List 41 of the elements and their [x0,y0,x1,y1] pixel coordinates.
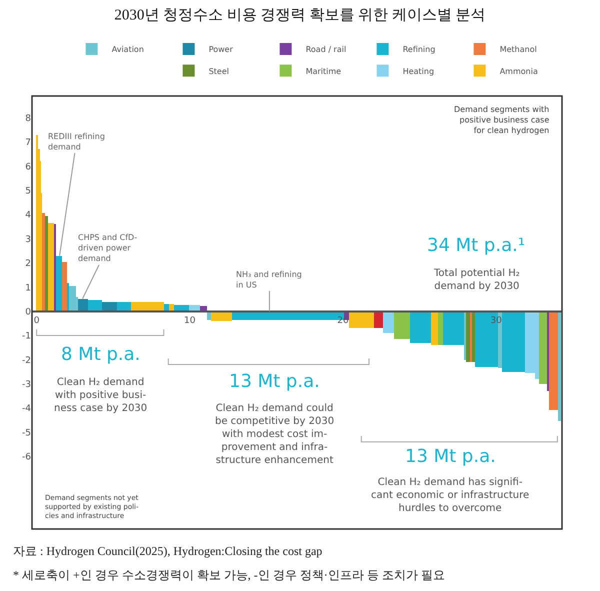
y-tick-label: 0 [25,307,32,318]
y-tick-label: 7 [25,138,31,148]
annotation: 8 Mt p.a. [61,344,140,365]
y-tick-label: 8 [25,114,32,124]
y-tick-label: 5 [25,186,31,196]
chart-title: 2030년 청정수소 비용 경쟁력 확보를 위한 케이스별 분석 [114,7,486,24]
annotation: Total potential H₂ demand by 2030 [433,268,520,292]
legend-label: Steel [208,66,229,76]
y-tick-label: 1 [25,283,31,294]
legend-label: Maritime [306,66,342,76]
annotation: Clean H₂ demand could be competitive by 2030 with modest cost im- provement and infra- structure enhancement [215,403,334,466]
x-tick-label: 10 [184,316,196,326]
legend-label: Aviation [112,45,144,54]
y-tick-label: -3 [22,380,31,390]
legend-label: Methanol [500,45,537,54]
annotation: Clean H₂ demand has signifi- cant economic or infrastructure hurdles to overcome [371,477,530,514]
annotation: Clean H₂ demand with positive busi- ness case by 2030 [54,377,148,414]
y-tick-label: -2 [22,356,31,366]
annotation: 13 Mt p.a. [229,371,320,392]
legend-label: Road / rail [306,45,346,54]
legend-label: Refining [402,45,436,54]
text: * 세로축이 +인 경우 수소경쟁력이 확보 가능, -인 경우 정책·인프라 등 조치가 필요 [13,568,445,582]
y-tick-label: -1 [22,332,31,342]
legend-label: Ammonia [500,66,538,76]
y-tick-label: 3 [25,234,31,245]
annotation: 34 Mt p.a.¹ [427,235,526,256]
y-tick-label: 4 [25,210,32,221]
legend-label: Power [208,45,234,54]
y-tick-label: -6 [22,452,32,463]
annotation: CHPS and CfD- driven power demand [78,233,138,263]
annotation: 13 Mt p.a. [405,446,496,467]
y-tick-label: -4 [22,404,32,414]
y-tick-label: 2 [25,259,31,270]
legend-label: Heating [402,66,434,76]
annotation: REDIII refining demand [48,132,105,152]
annotation: Demand segments with positive business case for clean hydrogen [454,105,550,135]
annotation: NH₃ and refining in US [236,270,302,290]
y-tick-label: -5 [22,428,31,438]
text: 자료 : Hydrogen Council(2025), Hydrogen:Closing the cost gap [13,544,322,558]
y-tick-label: 6 [25,162,32,172]
x-tick-label: 0 [34,316,40,326]
